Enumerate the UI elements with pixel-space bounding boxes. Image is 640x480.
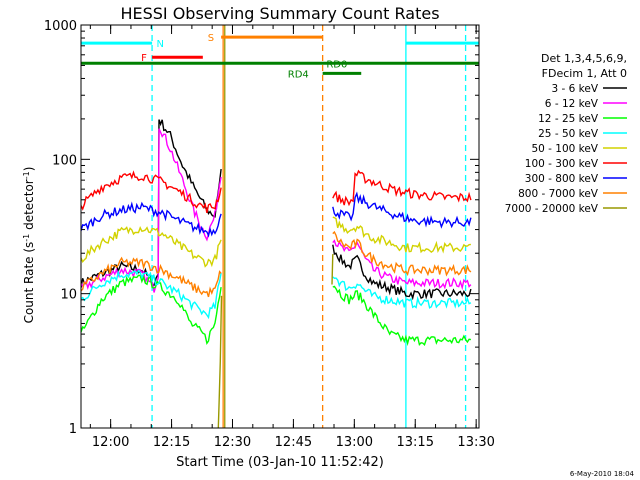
flag-label-3: RD0 [326, 59, 347, 70]
x-axis-label: Start Time (03-Jan-10 11:52:42) [176, 455, 384, 470]
y-axis-label-sup2: -1 [22, 171, 31, 179]
y-axis-label-part3: ) [22, 167, 36, 172]
legend-label-3: 25 - 50 keV [538, 128, 599, 140]
x-tick-label-0: 12:00 [92, 435, 129, 450]
y-tick-label-1: 10 [60, 288, 77, 303]
series-line-4 [81, 216, 472, 268]
x-tick-label-5: 13:15 [397, 435, 434, 450]
legend-header-line1: Det 1,3,4,5,6,9, [541, 52, 627, 65]
legend-label-4: 50 - 100 keV [531, 143, 598, 155]
legend: Det 1,3,4,5,6,9, FDecim 1, Att 0 3 - 6 k… [505, 52, 627, 215]
chart-title: HESSI Observing Summary Count Rates [120, 4, 439, 23]
x-tick-label-2: 12:30 [214, 435, 251, 450]
x-tick-label-4: 13:00 [336, 435, 373, 450]
series-line-7 [81, 230, 472, 298]
x-tick-label-6: 13:30 [457, 435, 494, 450]
y-axis-label-part1: Count Rate (s [22, 242, 36, 324]
flag-label-2: S [208, 33, 214, 44]
y-tick-label-3: 1000 [44, 19, 77, 34]
legend-label-0: 3 - 6 keV [551, 83, 598, 95]
plot-frame [80, 24, 480, 429]
y-axis-label: Count Rate (s-1 detector-1) [22, 167, 36, 324]
y-tick-label-2: 100 [52, 153, 77, 168]
series-line-5 [81, 169, 472, 214]
legend-header-line2: FDecim 1, Att 0 [542, 67, 627, 80]
legend-label-6: 300 - 800 keV [525, 173, 599, 185]
legend-label-8: 7000 - 20000 keV [505, 203, 599, 215]
y-axis-label-sup1: -1 [22, 234, 31, 242]
series-line-8 [217, 254, 334, 428]
series-line-2 [81, 274, 472, 347]
axes: 1 10 100 1000 12:00 12:15 12:30 12:45 13:00 13:15… [44, 19, 495, 450]
mode-flags: NF S RD0 RD4 [81, 33, 479, 80]
y-axis-label-part2: detector [22, 179, 36, 234]
legend-label-7: 800 - 7000 keV [518, 188, 599, 200]
series-line-6 [81, 191, 472, 238]
x-tick-label-1: 12:15 [153, 435, 190, 450]
flag-label-1: F [141, 53, 147, 64]
legend-label-5: 100 - 300 keV [525, 158, 599, 170]
plot-area [81, 25, 472, 428]
y-tick-label-0: 1 [69, 422, 77, 437]
legend-label-1: 6 - 12 keV [545, 98, 599, 110]
footer-date: 6-May-2010 18:04 [570, 470, 635, 478]
x-tick-label-3: 12:45 [275, 435, 312, 450]
series-line-3 [81, 269, 472, 320]
series-line-1 [81, 128, 472, 293]
flag-label-4: RD4 [288, 69, 309, 80]
legend-label-2: 12 - 25 keV [538, 113, 599, 125]
flag-label-0: N [156, 39, 163, 50]
